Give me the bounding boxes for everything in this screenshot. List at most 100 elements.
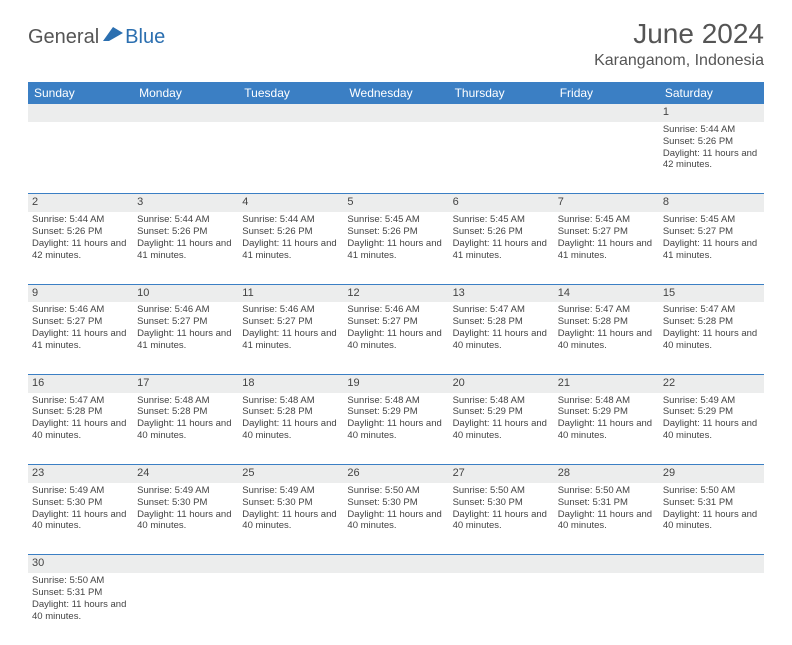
day-detail-cell: Sunrise: 5:45 AM Sunset: 5:27 PM Dayligh… bbox=[554, 212, 659, 284]
day-number-cell: 21 bbox=[554, 374, 659, 392]
weekday-header: Wednesday bbox=[343, 82, 448, 104]
day-number-cell: 11 bbox=[238, 284, 343, 302]
day-detail-cell: Sunrise: 5:45 AM Sunset: 5:27 PM Dayligh… bbox=[659, 212, 764, 284]
day-number-row: 9101112131415 bbox=[28, 284, 764, 302]
weekday-header-row: Sunday Monday Tuesday Wednesday Thursday… bbox=[28, 82, 764, 104]
day-detail-cell: Sunrise: 5:49 AM Sunset: 5:29 PM Dayligh… bbox=[659, 393, 764, 465]
day-number-cell: 20 bbox=[449, 374, 554, 392]
day-number-row: 16171819202122 bbox=[28, 374, 764, 392]
day-detail-cell: Sunrise: 5:48 AM Sunset: 5:29 PM Dayligh… bbox=[343, 393, 448, 465]
day-detail-row: Sunrise: 5:47 AM Sunset: 5:28 PM Dayligh… bbox=[28, 393, 764, 465]
weekday-header: Thursday bbox=[449, 82, 554, 104]
day-detail-row: Sunrise: 5:49 AM Sunset: 5:30 PM Dayligh… bbox=[28, 483, 764, 555]
day-detail-cell: Sunrise: 5:44 AM Sunset: 5:26 PM Dayligh… bbox=[133, 212, 238, 284]
location-label: Karanganom, Indonesia bbox=[594, 52, 764, 70]
day-detail-cell: Sunrise: 5:47 AM Sunset: 5:28 PM Dayligh… bbox=[28, 393, 133, 465]
day-number-cell bbox=[554, 104, 659, 122]
weekday-header: Tuesday bbox=[238, 82, 343, 104]
day-number-cell: 22 bbox=[659, 374, 764, 392]
logo: General Blue bbox=[28, 26, 165, 49]
day-detail-cell: Sunrise: 5:46 AM Sunset: 5:27 PM Dayligh… bbox=[343, 302, 448, 374]
day-detail-row: Sunrise: 5:44 AM Sunset: 5:26 PM Dayligh… bbox=[28, 122, 764, 194]
day-number-cell bbox=[449, 555, 554, 573]
weekday-header: Friday bbox=[554, 82, 659, 104]
day-detail-cell bbox=[659, 573, 764, 645]
day-detail-cell: Sunrise: 5:46 AM Sunset: 5:27 PM Dayligh… bbox=[238, 302, 343, 374]
header: General Blue June 2024 Karanganom, Indon… bbox=[0, 0, 792, 76]
day-number-cell: 12 bbox=[343, 284, 448, 302]
day-number-cell bbox=[343, 104, 448, 122]
day-number-cell bbox=[659, 555, 764, 573]
day-number-cell: 14 bbox=[554, 284, 659, 302]
day-detail-cell: Sunrise: 5:50 AM Sunset: 5:31 PM Dayligh… bbox=[28, 573, 133, 645]
day-number-cell: 3 bbox=[133, 194, 238, 212]
day-detail-cell bbox=[449, 573, 554, 645]
title-block: June 2024 Karanganom, Indonesia bbox=[594, 18, 764, 70]
day-detail-cell: Sunrise: 5:48 AM Sunset: 5:28 PM Dayligh… bbox=[238, 393, 343, 465]
day-detail-cell: Sunrise: 5:49 AM Sunset: 5:30 PM Dayligh… bbox=[238, 483, 343, 555]
day-detail-cell bbox=[554, 122, 659, 194]
day-detail-cell bbox=[343, 573, 448, 645]
day-number-cell: 15 bbox=[659, 284, 764, 302]
day-detail-row: Sunrise: 5:46 AM Sunset: 5:27 PM Dayligh… bbox=[28, 302, 764, 374]
day-detail-row: Sunrise: 5:50 AM Sunset: 5:31 PM Dayligh… bbox=[28, 573, 764, 645]
day-number-cell: 13 bbox=[449, 284, 554, 302]
day-number-cell: 8 bbox=[659, 194, 764, 212]
day-number-cell: 2 bbox=[28, 194, 133, 212]
day-number-row: 1 bbox=[28, 104, 764, 122]
day-detail-cell: Sunrise: 5:44 AM Sunset: 5:26 PM Dayligh… bbox=[238, 212, 343, 284]
day-number-cell bbox=[554, 555, 659, 573]
weekday-header: Monday bbox=[133, 82, 238, 104]
day-number-cell: 5 bbox=[343, 194, 448, 212]
day-number-cell bbox=[133, 555, 238, 573]
day-detail-cell: Sunrise: 5:44 AM Sunset: 5:26 PM Dayligh… bbox=[659, 122, 764, 194]
day-number-cell: 27 bbox=[449, 465, 554, 483]
day-number-cell: 16 bbox=[28, 374, 133, 392]
weekday-header: Saturday bbox=[659, 82, 764, 104]
day-number-row: 30 bbox=[28, 555, 764, 573]
day-detail-cell bbox=[449, 122, 554, 194]
day-number-cell: 10 bbox=[133, 284, 238, 302]
day-detail-cell bbox=[238, 573, 343, 645]
day-number-cell: 25 bbox=[238, 465, 343, 483]
logo-text-blue: Blue bbox=[125, 26, 165, 49]
calendar-table: Sunday Monday Tuesday Wednesday Thursday… bbox=[28, 82, 764, 645]
day-number-cell: 17 bbox=[133, 374, 238, 392]
weekday-header: Sunday bbox=[28, 82, 133, 104]
day-number-cell: 26 bbox=[343, 465, 448, 483]
day-detail-cell bbox=[238, 122, 343, 194]
day-number-cell: 7 bbox=[554, 194, 659, 212]
day-detail-cell: Sunrise: 5:48 AM Sunset: 5:29 PM Dayligh… bbox=[449, 393, 554, 465]
day-number-cell bbox=[28, 104, 133, 122]
day-detail-cell: Sunrise: 5:46 AM Sunset: 5:27 PM Dayligh… bbox=[133, 302, 238, 374]
day-number-cell: 6 bbox=[449, 194, 554, 212]
day-number-cell bbox=[449, 104, 554, 122]
day-detail-cell: Sunrise: 5:44 AM Sunset: 5:26 PM Dayligh… bbox=[28, 212, 133, 284]
day-number-cell: 23 bbox=[28, 465, 133, 483]
day-number-cell: 30 bbox=[28, 555, 133, 573]
day-number-cell: 1 bbox=[659, 104, 764, 122]
day-detail-cell: Sunrise: 5:45 AM Sunset: 5:26 PM Dayligh… bbox=[343, 212, 448, 284]
day-detail-cell bbox=[133, 573, 238, 645]
day-number-cell: 4 bbox=[238, 194, 343, 212]
day-number-cell: 24 bbox=[133, 465, 238, 483]
day-detail-cell: Sunrise: 5:46 AM Sunset: 5:27 PM Dayligh… bbox=[28, 302, 133, 374]
day-number-cell: 18 bbox=[238, 374, 343, 392]
day-detail-cell bbox=[133, 122, 238, 194]
day-detail-cell bbox=[28, 122, 133, 194]
day-number-cell: 28 bbox=[554, 465, 659, 483]
day-detail-cell: Sunrise: 5:47 AM Sunset: 5:28 PM Dayligh… bbox=[449, 302, 554, 374]
day-detail-cell: Sunrise: 5:50 AM Sunset: 5:30 PM Dayligh… bbox=[449, 483, 554, 555]
logo-flag-icon bbox=[103, 27, 123, 41]
day-number-cell: 29 bbox=[659, 465, 764, 483]
day-number-cell bbox=[343, 555, 448, 573]
month-title: June 2024 bbox=[594, 18, 764, 50]
day-detail-row: Sunrise: 5:44 AM Sunset: 5:26 PM Dayligh… bbox=[28, 212, 764, 284]
day-detail-cell: Sunrise: 5:47 AM Sunset: 5:28 PM Dayligh… bbox=[659, 302, 764, 374]
day-detail-cell: Sunrise: 5:50 AM Sunset: 5:31 PM Dayligh… bbox=[554, 483, 659, 555]
day-number-cell bbox=[133, 104, 238, 122]
day-number-cell bbox=[238, 555, 343, 573]
day-number-cell bbox=[238, 104, 343, 122]
day-number-row: 23242526272829 bbox=[28, 465, 764, 483]
day-detail-cell: Sunrise: 5:45 AM Sunset: 5:26 PM Dayligh… bbox=[449, 212, 554, 284]
